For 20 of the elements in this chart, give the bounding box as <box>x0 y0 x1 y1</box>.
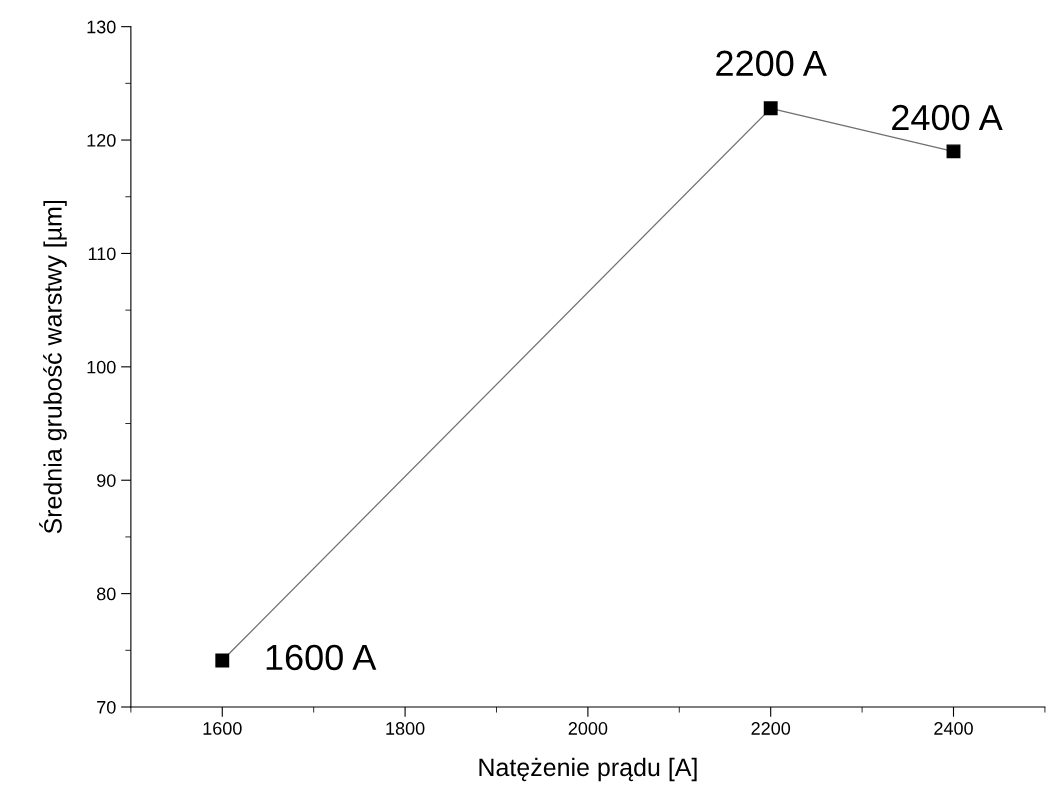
annotation: 2200 A <box>716 50 827 77</box>
point <box>215 653 230 668</box>
y-tick-label: 70 <box>97 700 116 714</box>
y-tick-label: 130 <box>87 20 116 34</box>
x-tick-label: 2200 <box>751 722 791 735</box>
x-tick-label: 1800 <box>386 722 425 735</box>
y-tick-label: 80 <box>96 587 116 601</box>
y-tick-label: 100 <box>87 360 116 374</box>
y-tick-label: 120 <box>87 133 116 147</box>
x-tick-label: 2400 <box>934 722 973 735</box>
point <box>946 144 961 159</box>
x-axis-title: Natężenie prądu [A] <box>479 757 697 782</box>
annotation: 2400 A <box>892 104 1003 131</box>
x-tick-label: 2000 <box>568 722 608 735</box>
annotation: 1600 A <box>266 644 377 671</box>
y-tick-label: 90 <box>97 474 116 487</box>
y-tick-label: 110 <box>88 247 116 261</box>
x-tick-label: 1600 <box>203 722 242 735</box>
y-axis-title: Średnia grubość warstwy [µm] <box>39 200 67 534</box>
point <box>763 101 778 116</box>
